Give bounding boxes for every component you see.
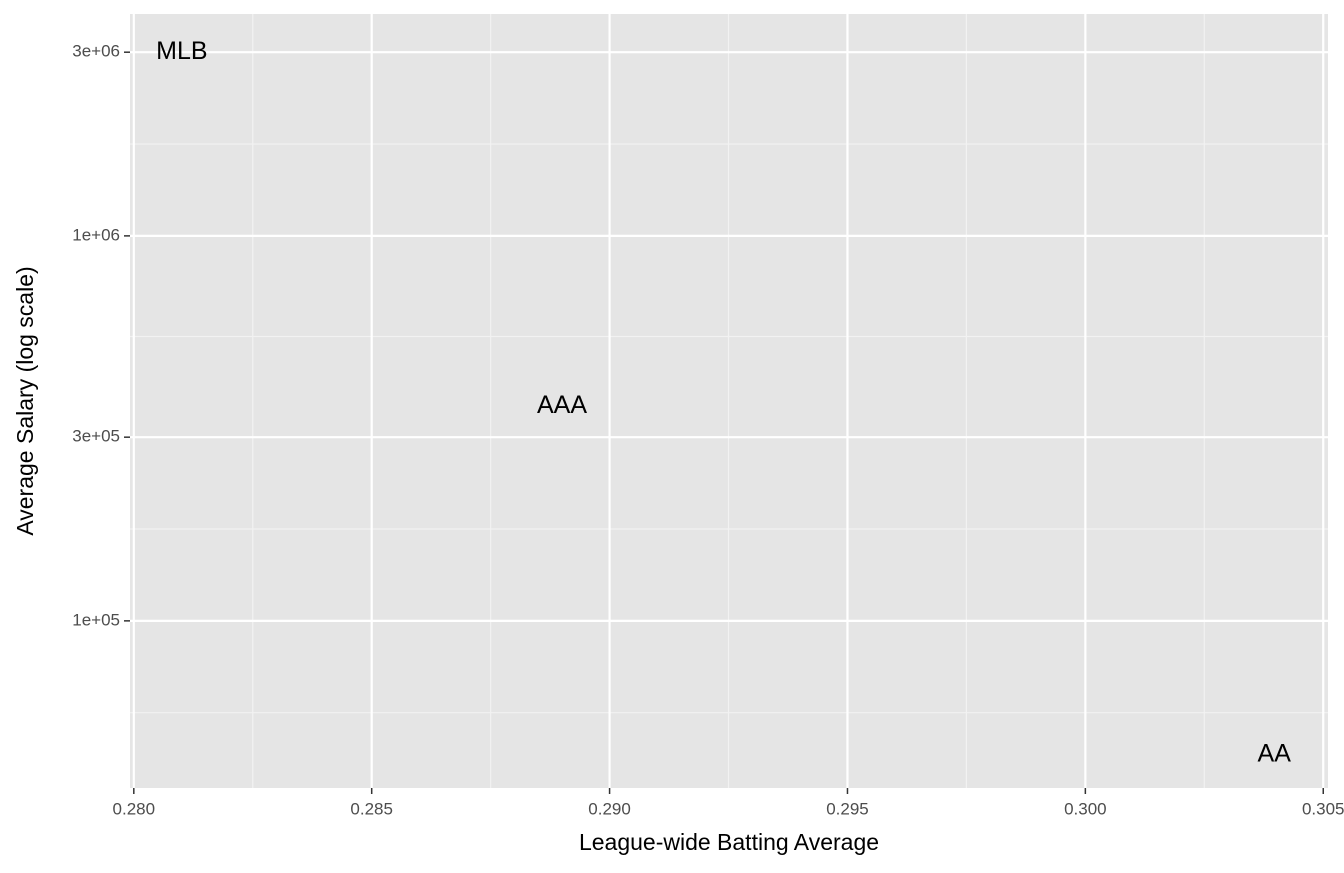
x-tick-label: 0.305 xyxy=(1302,799,1344,818)
point-label: MLB xyxy=(156,37,207,65)
y-axis-title: Average Salary (log scale) xyxy=(12,266,38,535)
point-label: AA xyxy=(1258,739,1292,767)
x-tick-label: 0.295 xyxy=(826,799,869,818)
x-axis-title: League-wide Batting Average xyxy=(579,829,879,855)
y-tick-label: 1e+05 xyxy=(72,610,120,629)
x-tick-label: 0.290 xyxy=(588,799,631,818)
y-tick-label: 3e+05 xyxy=(72,427,120,446)
x-tick-label: 0.280 xyxy=(113,799,156,818)
x-tick-label: 0.300 xyxy=(1064,799,1107,818)
x-tick-label: 0.285 xyxy=(350,799,393,818)
y-tick-label: 1e+06 xyxy=(72,225,120,244)
y-tick-label: 3e+06 xyxy=(72,42,120,61)
point-label: AAA xyxy=(537,391,587,419)
